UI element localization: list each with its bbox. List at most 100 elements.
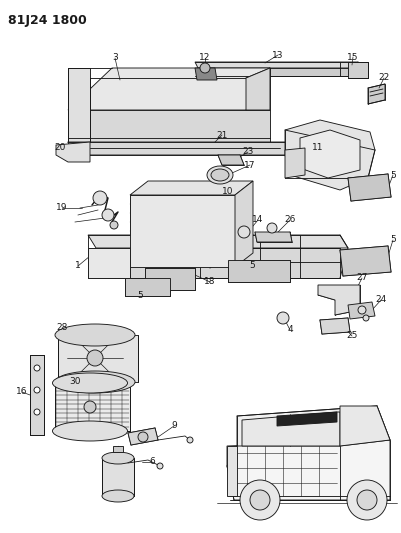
Text: 16: 16 (16, 387, 28, 397)
Text: 4: 4 (287, 326, 293, 335)
Circle shape (200, 63, 210, 73)
Polygon shape (300, 130, 360, 178)
Circle shape (238, 226, 250, 238)
Polygon shape (68, 142, 295, 155)
Circle shape (157, 463, 163, 469)
Text: 19: 19 (56, 204, 68, 213)
Polygon shape (113, 446, 123, 452)
Ellipse shape (102, 490, 134, 502)
Text: 6: 6 (149, 457, 155, 466)
Text: 81J24 1800: 81J24 1800 (8, 14, 87, 27)
Text: 10: 10 (222, 188, 234, 197)
Polygon shape (88, 235, 348, 248)
Circle shape (250, 490, 270, 510)
Polygon shape (195, 68, 358, 76)
Text: 11: 11 (312, 143, 324, 152)
Polygon shape (235, 181, 253, 267)
Polygon shape (56, 142, 90, 162)
Polygon shape (255, 232, 292, 242)
Circle shape (240, 480, 280, 520)
Polygon shape (348, 174, 391, 201)
Polygon shape (348, 302, 375, 319)
Text: 5: 5 (390, 236, 396, 245)
Polygon shape (318, 285, 360, 315)
Polygon shape (128, 428, 158, 445)
Text: 20: 20 (54, 143, 66, 152)
Polygon shape (88, 248, 130, 278)
Circle shape (187, 437, 193, 443)
Ellipse shape (53, 421, 128, 441)
Polygon shape (237, 406, 390, 446)
Circle shape (277, 312, 289, 324)
Polygon shape (195, 62, 362, 68)
Ellipse shape (211, 169, 229, 181)
Polygon shape (195, 68, 217, 80)
Text: 13: 13 (272, 51, 284, 60)
Polygon shape (246, 68, 270, 110)
Circle shape (34, 387, 40, 393)
Circle shape (138, 432, 148, 442)
Polygon shape (242, 412, 340, 446)
Polygon shape (368, 84, 385, 104)
Text: 17: 17 (244, 160, 256, 169)
Text: 25: 25 (346, 332, 358, 341)
Polygon shape (218, 155, 244, 165)
Circle shape (34, 365, 40, 371)
Text: 30: 30 (69, 377, 81, 386)
Polygon shape (340, 246, 391, 276)
Polygon shape (340, 406, 390, 446)
Polygon shape (320, 318, 350, 334)
Polygon shape (145, 268, 195, 290)
Polygon shape (125, 278, 170, 296)
Circle shape (87, 350, 103, 366)
Text: 26: 26 (284, 215, 296, 224)
Circle shape (34, 409, 40, 415)
Polygon shape (68, 68, 270, 110)
Text: 27: 27 (356, 273, 368, 282)
Text: 24: 24 (375, 295, 387, 304)
Text: 15: 15 (347, 52, 359, 61)
Circle shape (93, 191, 107, 205)
Ellipse shape (55, 324, 135, 346)
Polygon shape (130, 181, 253, 195)
Ellipse shape (207, 166, 233, 184)
Text: 5: 5 (249, 262, 255, 271)
Polygon shape (68, 110, 270, 142)
Circle shape (357, 490, 377, 510)
Polygon shape (130, 195, 235, 267)
Circle shape (347, 480, 387, 520)
Text: 23: 23 (242, 148, 254, 157)
Text: 22: 22 (379, 74, 390, 83)
Polygon shape (68, 68, 90, 142)
Text: 12: 12 (199, 53, 211, 62)
Text: 1: 1 (75, 262, 81, 271)
Circle shape (267, 223, 277, 233)
Polygon shape (58, 335, 138, 382)
Text: 9: 9 (171, 422, 177, 431)
Ellipse shape (102, 452, 134, 464)
Circle shape (84, 401, 96, 413)
Text: 21: 21 (216, 131, 228, 140)
Polygon shape (228, 260, 290, 282)
Polygon shape (348, 62, 368, 78)
Ellipse shape (55, 371, 135, 393)
Polygon shape (227, 440, 390, 500)
Circle shape (102, 209, 114, 221)
Text: 18: 18 (204, 278, 216, 287)
Polygon shape (285, 148, 305, 178)
Text: 5: 5 (137, 292, 143, 301)
Polygon shape (285, 120, 375, 190)
Text: 3: 3 (112, 53, 118, 62)
Polygon shape (55, 383, 130, 431)
Text: 28: 28 (56, 324, 68, 333)
Polygon shape (88, 248, 340, 278)
Polygon shape (277, 412, 337, 426)
Circle shape (358, 306, 366, 314)
Text: 14: 14 (252, 215, 264, 224)
Polygon shape (102, 458, 134, 496)
Circle shape (110, 221, 118, 229)
Polygon shape (30, 355, 44, 435)
Circle shape (363, 315, 369, 321)
Text: 5: 5 (390, 171, 396, 180)
Ellipse shape (53, 373, 128, 393)
